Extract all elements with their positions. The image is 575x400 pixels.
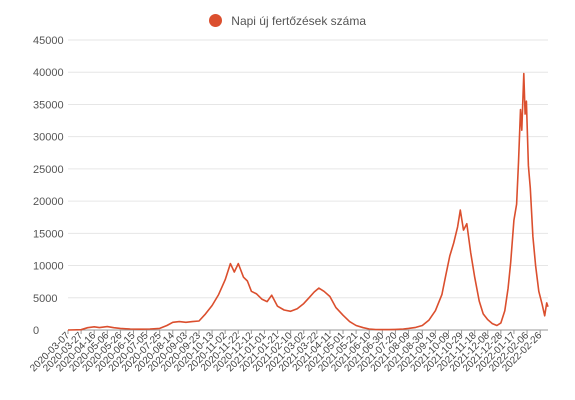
y-tick-label: 25000 — [33, 164, 64, 176]
y-tick-label: 5000 — [33, 293, 57, 305]
series-line — [67, 72, 549, 331]
legend-label: Napi új fertőzések száma — [231, 14, 367, 28]
y-tick-label: 45000 — [33, 35, 64, 47]
series-layer — [67, 72, 549, 331]
grid-layer — [68, 39, 548, 331]
x-axis-ticks: 2020-03-072020-03-272020-04-162020-05-06… — [28, 330, 545, 374]
y-tick-label: 35000 — [33, 99, 64, 111]
y-tick-label: 15000 — [33, 228, 64, 240]
y-tick-label: 40000 — [33, 67, 64, 79]
legend-marker — [208, 14, 222, 27]
y-axis-ticks: 0 5000 10000 15000 20000 25000 30000 35000 40000… — [33, 35, 64, 337]
y-tick-label: 20000 — [33, 196, 64, 208]
y-tick-label: 30000 — [33, 132, 64, 144]
y-tick-label: 0 — [33, 325, 39, 337]
y-tick-label: 10000 — [33, 261, 64, 273]
chart-legend: Napi új fertőzések száma — [0, 14, 575, 28]
